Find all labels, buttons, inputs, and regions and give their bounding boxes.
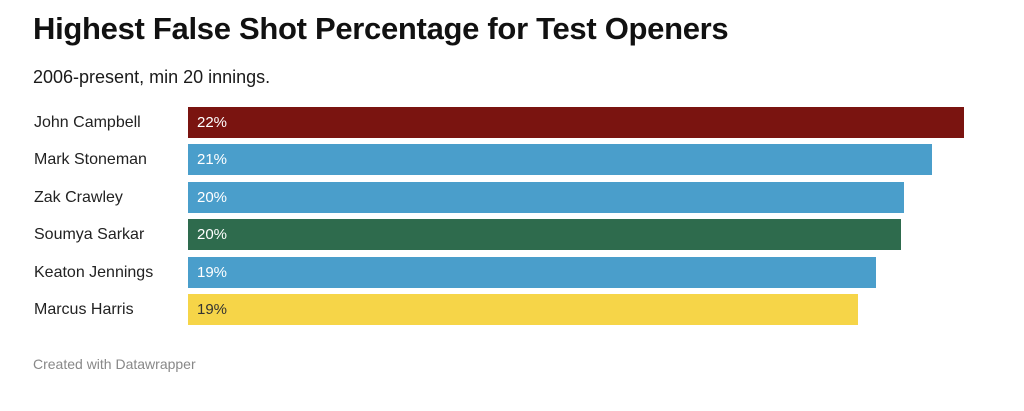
value-label: 19% bbox=[197, 263, 228, 281]
bar bbox=[188, 294, 859, 325]
bar-row: Keaton Jennings 19% bbox=[0, 256, 1024, 288]
category-label: Keaton Jennings bbox=[34, 263, 154, 281]
value-label: 22% bbox=[197, 114, 228, 131]
category-label: Zak Crawley bbox=[34, 188, 123, 206]
value-label: 21% bbox=[197, 151, 228, 169]
chart-subtitle: 2006-present, min 20 innings. bbox=[33, 67, 271, 87]
datawrapper-credit: Created with Datawrapper bbox=[33, 356, 196, 372]
bar-row: Zak Crawley 20% bbox=[0, 181, 1024, 213]
chart-title: Highest False Shot Percentage for Test O… bbox=[33, 11, 729, 46]
category-label: Marcus Harris bbox=[34, 301, 134, 318]
value-label: 19% bbox=[197, 301, 228, 318]
bar bbox=[188, 181, 905, 213]
bar-row: Marcus Harris 19% bbox=[0, 294, 1024, 325]
value-label: 20% bbox=[197, 188, 228, 206]
bar-row: John Campbell 22% bbox=[0, 107, 1024, 138]
bar bbox=[188, 256, 876, 288]
bar-row: Mark Stoneman 21% bbox=[0, 144, 1024, 176]
category-label: Mark Stoneman bbox=[34, 151, 147, 169]
bar bbox=[188, 219, 901, 251]
value-label: 20% bbox=[197, 226, 228, 244]
category-label: Soumya Sarkar bbox=[34, 226, 145, 244]
category-label: John Campbell bbox=[34, 114, 141, 131]
bar bbox=[188, 144, 933, 176]
bar bbox=[188, 107, 964, 138]
bar-row: Soumya Sarkar 20% bbox=[0, 219, 1024, 251]
bar-chart: John Campbell 22% Mark Stoneman 21% Zak Craw… bbox=[0, 100, 1024, 335]
